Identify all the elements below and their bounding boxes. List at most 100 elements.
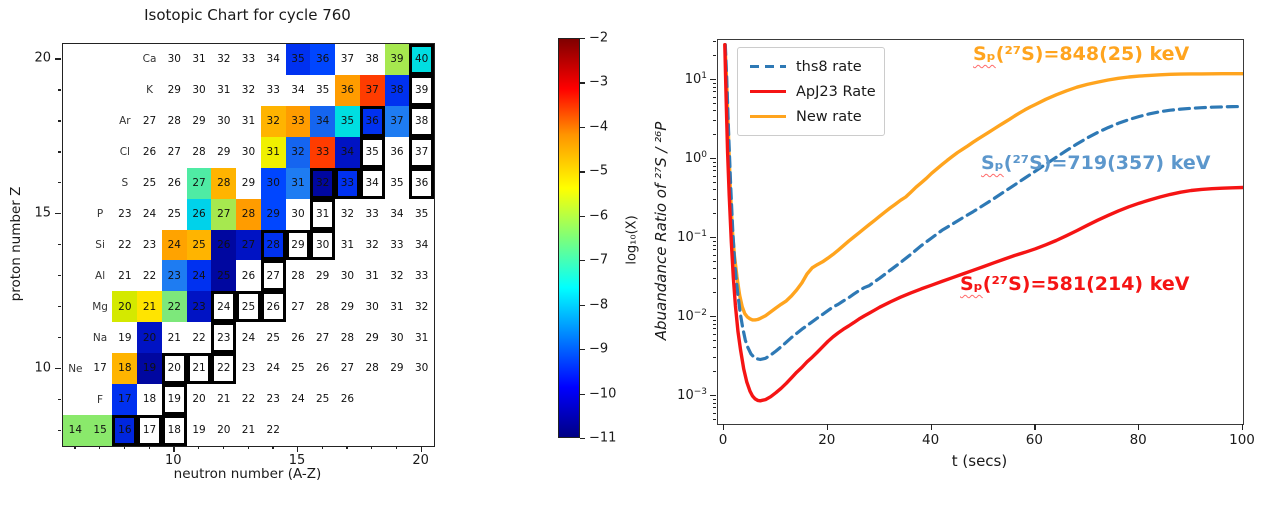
isotope-cell: 32 xyxy=(414,300,429,313)
y-minor-tick xyxy=(713,328,716,330)
isotope-cell: 36 xyxy=(335,74,360,106)
y-tick-label: 10−1 xyxy=(677,228,707,246)
isotope-cell: 27 xyxy=(316,331,330,344)
isotope-cell: 19 xyxy=(137,353,162,385)
element-label: Mg xyxy=(92,300,108,313)
isotope-cell: 23 xyxy=(241,362,256,375)
isotope-cell: 20 xyxy=(161,353,187,385)
y-minor-tick xyxy=(713,278,716,280)
x-tick xyxy=(321,446,323,449)
legend-item: ths8 rate xyxy=(750,54,884,79)
isotope-cell: 25 xyxy=(186,229,212,261)
sp-annotation-head: Sₚ xyxy=(960,273,983,295)
isotope-cell: 32 xyxy=(365,238,379,251)
element-label: Na xyxy=(92,331,108,344)
x-tick-label: 20 xyxy=(412,453,429,468)
isotope-cell: 33 xyxy=(335,167,360,199)
y-minor-tick xyxy=(713,170,716,172)
isotope-cell: 31 xyxy=(217,84,231,97)
y-tick xyxy=(58,244,61,246)
y-tick-label: 100 xyxy=(684,149,707,167)
isotope-cell: 35 xyxy=(285,44,311,75)
sp-annotation-value: (²⁷S)=719(357) keV xyxy=(1003,152,1211,174)
legend-label: ApJ23 Rate xyxy=(796,83,876,100)
x-tick xyxy=(247,446,249,449)
isotope-cell: 30 xyxy=(167,53,181,66)
ratio-y-axis-label: Abuandance Ratio of ²⁷S / ²⁶P xyxy=(652,121,670,341)
element-label: Ca xyxy=(142,53,157,66)
isotope-cell: 20 xyxy=(192,393,206,406)
y-minor-tick xyxy=(713,41,716,43)
y-minor-tick xyxy=(713,371,716,373)
colorbar-tick xyxy=(580,215,585,218)
colorbar-tick xyxy=(580,304,585,306)
isotope-cell: 16 xyxy=(112,415,138,446)
y-tick-label: 10−2 xyxy=(677,307,707,325)
isotope-cell: 31 xyxy=(285,167,311,199)
isotope-cell: 31 xyxy=(192,53,206,66)
x-tick xyxy=(826,424,829,430)
isotope-cell: 33 xyxy=(241,53,256,66)
legend-line-sample xyxy=(750,89,786,94)
isotopic-x-axis-label: neutron number (A-Z) xyxy=(173,466,322,482)
y-tick xyxy=(58,89,61,91)
isotope-cell: 23 xyxy=(211,322,237,354)
isotope-cell: 32 xyxy=(285,136,311,168)
isotope-cell: 33 xyxy=(285,105,311,137)
isotope-cell: 22 xyxy=(192,331,206,344)
colorbar xyxy=(558,38,580,438)
isotope-cell: 29 xyxy=(285,229,311,261)
isotope-cell: 31 xyxy=(241,115,256,128)
isotope-cell: 26 xyxy=(340,393,355,406)
isotope-cell: 20 xyxy=(112,291,138,323)
colorbar-tick-label: −4 xyxy=(589,119,609,135)
isotope-cell: 20 xyxy=(137,322,162,354)
isotope-cell: 32 xyxy=(241,84,256,97)
colorbar-tick xyxy=(580,393,585,395)
isotope-cell: 24 xyxy=(241,331,256,344)
isotope-cell: 36 xyxy=(359,105,385,137)
sp-annotation-value: (²⁷S)=848(25) keV xyxy=(995,43,1190,65)
isotope-cell: 19 xyxy=(192,424,206,437)
sp-annotation: Sₚ(²⁷S)=581(214) keV xyxy=(960,273,1189,295)
colorbar-tick-label: −11 xyxy=(589,430,617,446)
isotope-cell: 26 xyxy=(167,176,181,189)
isotope-cell: 28 xyxy=(365,362,379,375)
isotope-cell: 25 xyxy=(211,260,237,292)
isotope-cell: 34 xyxy=(335,136,360,168)
x-tick xyxy=(1034,424,1036,430)
y-minor-tick xyxy=(713,333,716,335)
sp-annotation: Sₚ(²⁷S)=848(25) keV xyxy=(973,43,1189,65)
isotope-cell: 39 xyxy=(384,44,410,75)
isotope-cell: 40 xyxy=(409,44,434,75)
isotope-cell: 32 xyxy=(217,53,231,66)
y-tick xyxy=(58,305,61,308)
isotope-cell: 32 xyxy=(340,207,355,220)
y-minor-tick xyxy=(713,323,716,325)
colorbar-tick-label: −7 xyxy=(589,252,609,268)
y-minor-tick xyxy=(713,82,716,84)
isotope-cell: 30 xyxy=(414,362,429,375)
isotope-cell: 34 xyxy=(359,167,385,199)
element-label: S xyxy=(121,177,129,190)
isotope-cell: 34 xyxy=(266,53,280,66)
colorbar-label: log₁₀(X) xyxy=(624,215,640,265)
y-tick xyxy=(58,182,61,184)
x-tick-label: 10 xyxy=(165,453,182,468)
isotope-cell: 25 xyxy=(266,331,280,344)
y-minor-tick xyxy=(713,240,716,242)
isotope-cell: 34 xyxy=(390,207,404,220)
isotope-cell: 35 xyxy=(316,84,330,97)
y-minor-tick xyxy=(713,181,716,183)
x-tick-label: 40 xyxy=(922,432,940,448)
isotope-cell: 31 xyxy=(365,269,379,282)
colorbar-tick xyxy=(580,260,585,262)
isotope-cell: 22 xyxy=(142,269,157,282)
y-minor-tick xyxy=(713,175,716,177)
isotope-cell: 31 xyxy=(340,238,355,251)
isotope-cell: 30 xyxy=(291,207,305,220)
y-minor-tick xyxy=(713,161,716,163)
x-tick xyxy=(296,446,299,452)
isotope-cell: 23 xyxy=(186,291,212,323)
isotope-cell: 20 xyxy=(217,424,231,437)
